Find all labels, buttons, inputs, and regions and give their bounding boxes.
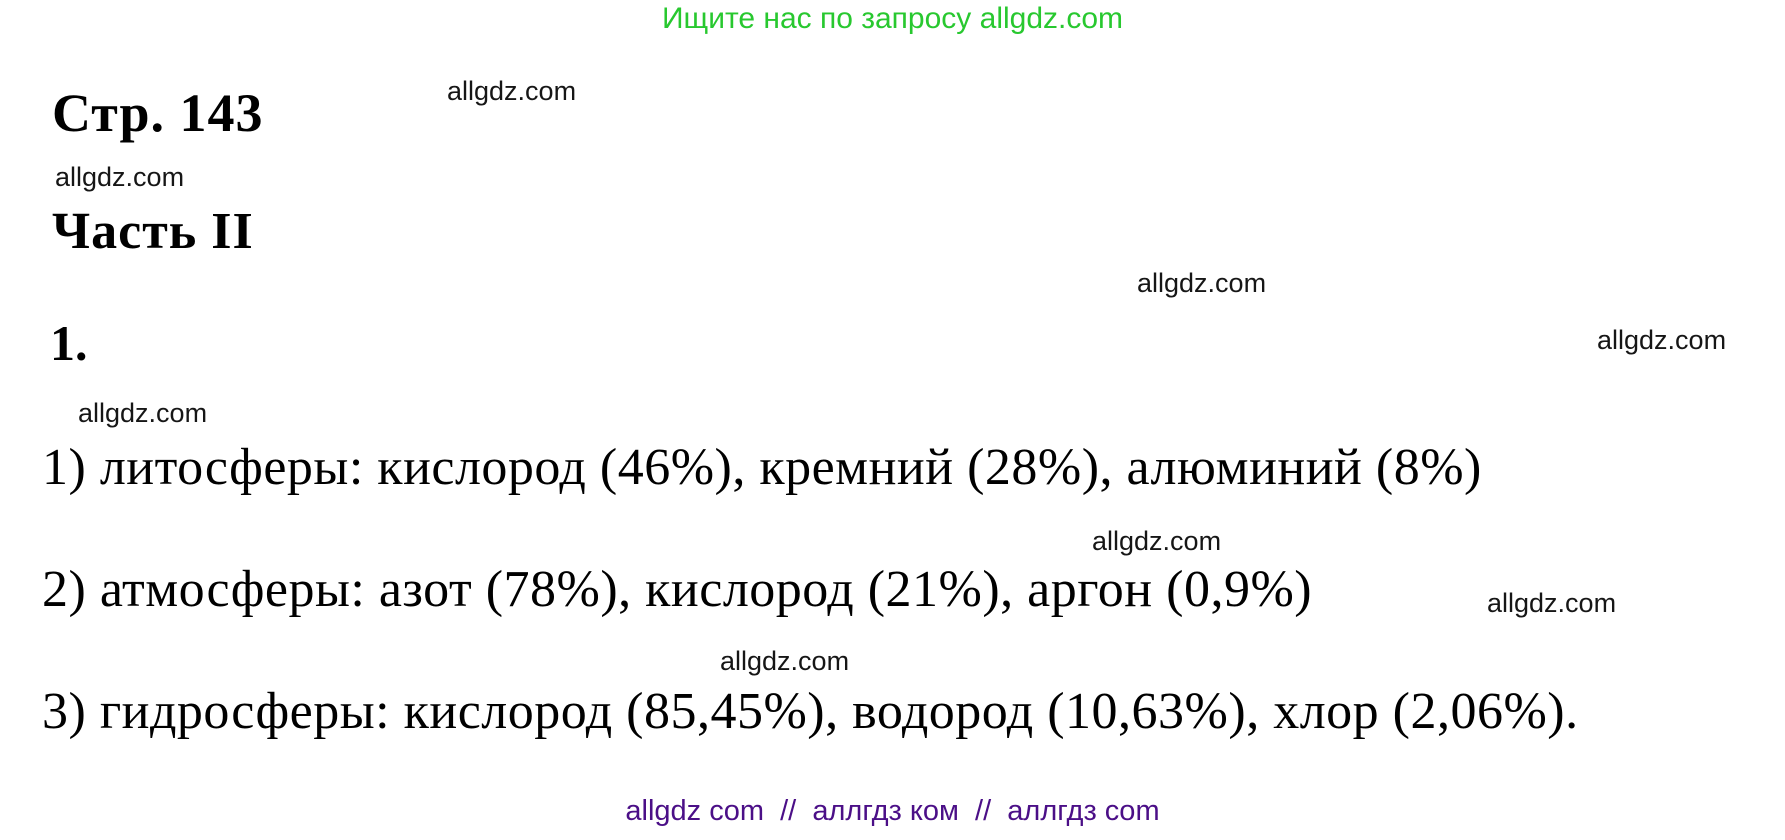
watermark-allgdz: allgdz.com xyxy=(55,162,185,192)
answer-line-atmosphere: 2) атмосферы: азот (78%), кислород (21%)… xyxy=(42,561,1313,618)
answer-line-hydrosphere: 3) гидросферы: кислород (85,45%), водоро… xyxy=(42,683,1579,740)
task-number: 1. xyxy=(50,315,88,371)
watermark-allgdz: allgdz.com xyxy=(1092,526,1222,556)
page-title: Стр. 143 xyxy=(52,83,264,143)
answer-line-lithosphere: 1) литосферы: кислород (46%), кремний (2… xyxy=(42,439,1482,496)
site-mirrors-note: allgdz com // аллгдз ком // аллгдз com xyxy=(625,795,1160,827)
watermark-allgdz: allgdz.com xyxy=(1487,588,1617,618)
watermark-allgdz: allgdz.com xyxy=(447,76,577,106)
watermark-allgdz: allgdz.com xyxy=(1137,268,1267,298)
watermark-allgdz: allgdz.com xyxy=(720,646,850,676)
watermark-allgdz: allgdz.com xyxy=(78,398,208,428)
part-title: Часть II xyxy=(52,203,254,260)
search-query-note: Ищите нас по запросу allgdz.com xyxy=(661,2,1124,35)
watermark-allgdz: allgdz.com xyxy=(1597,325,1727,355)
